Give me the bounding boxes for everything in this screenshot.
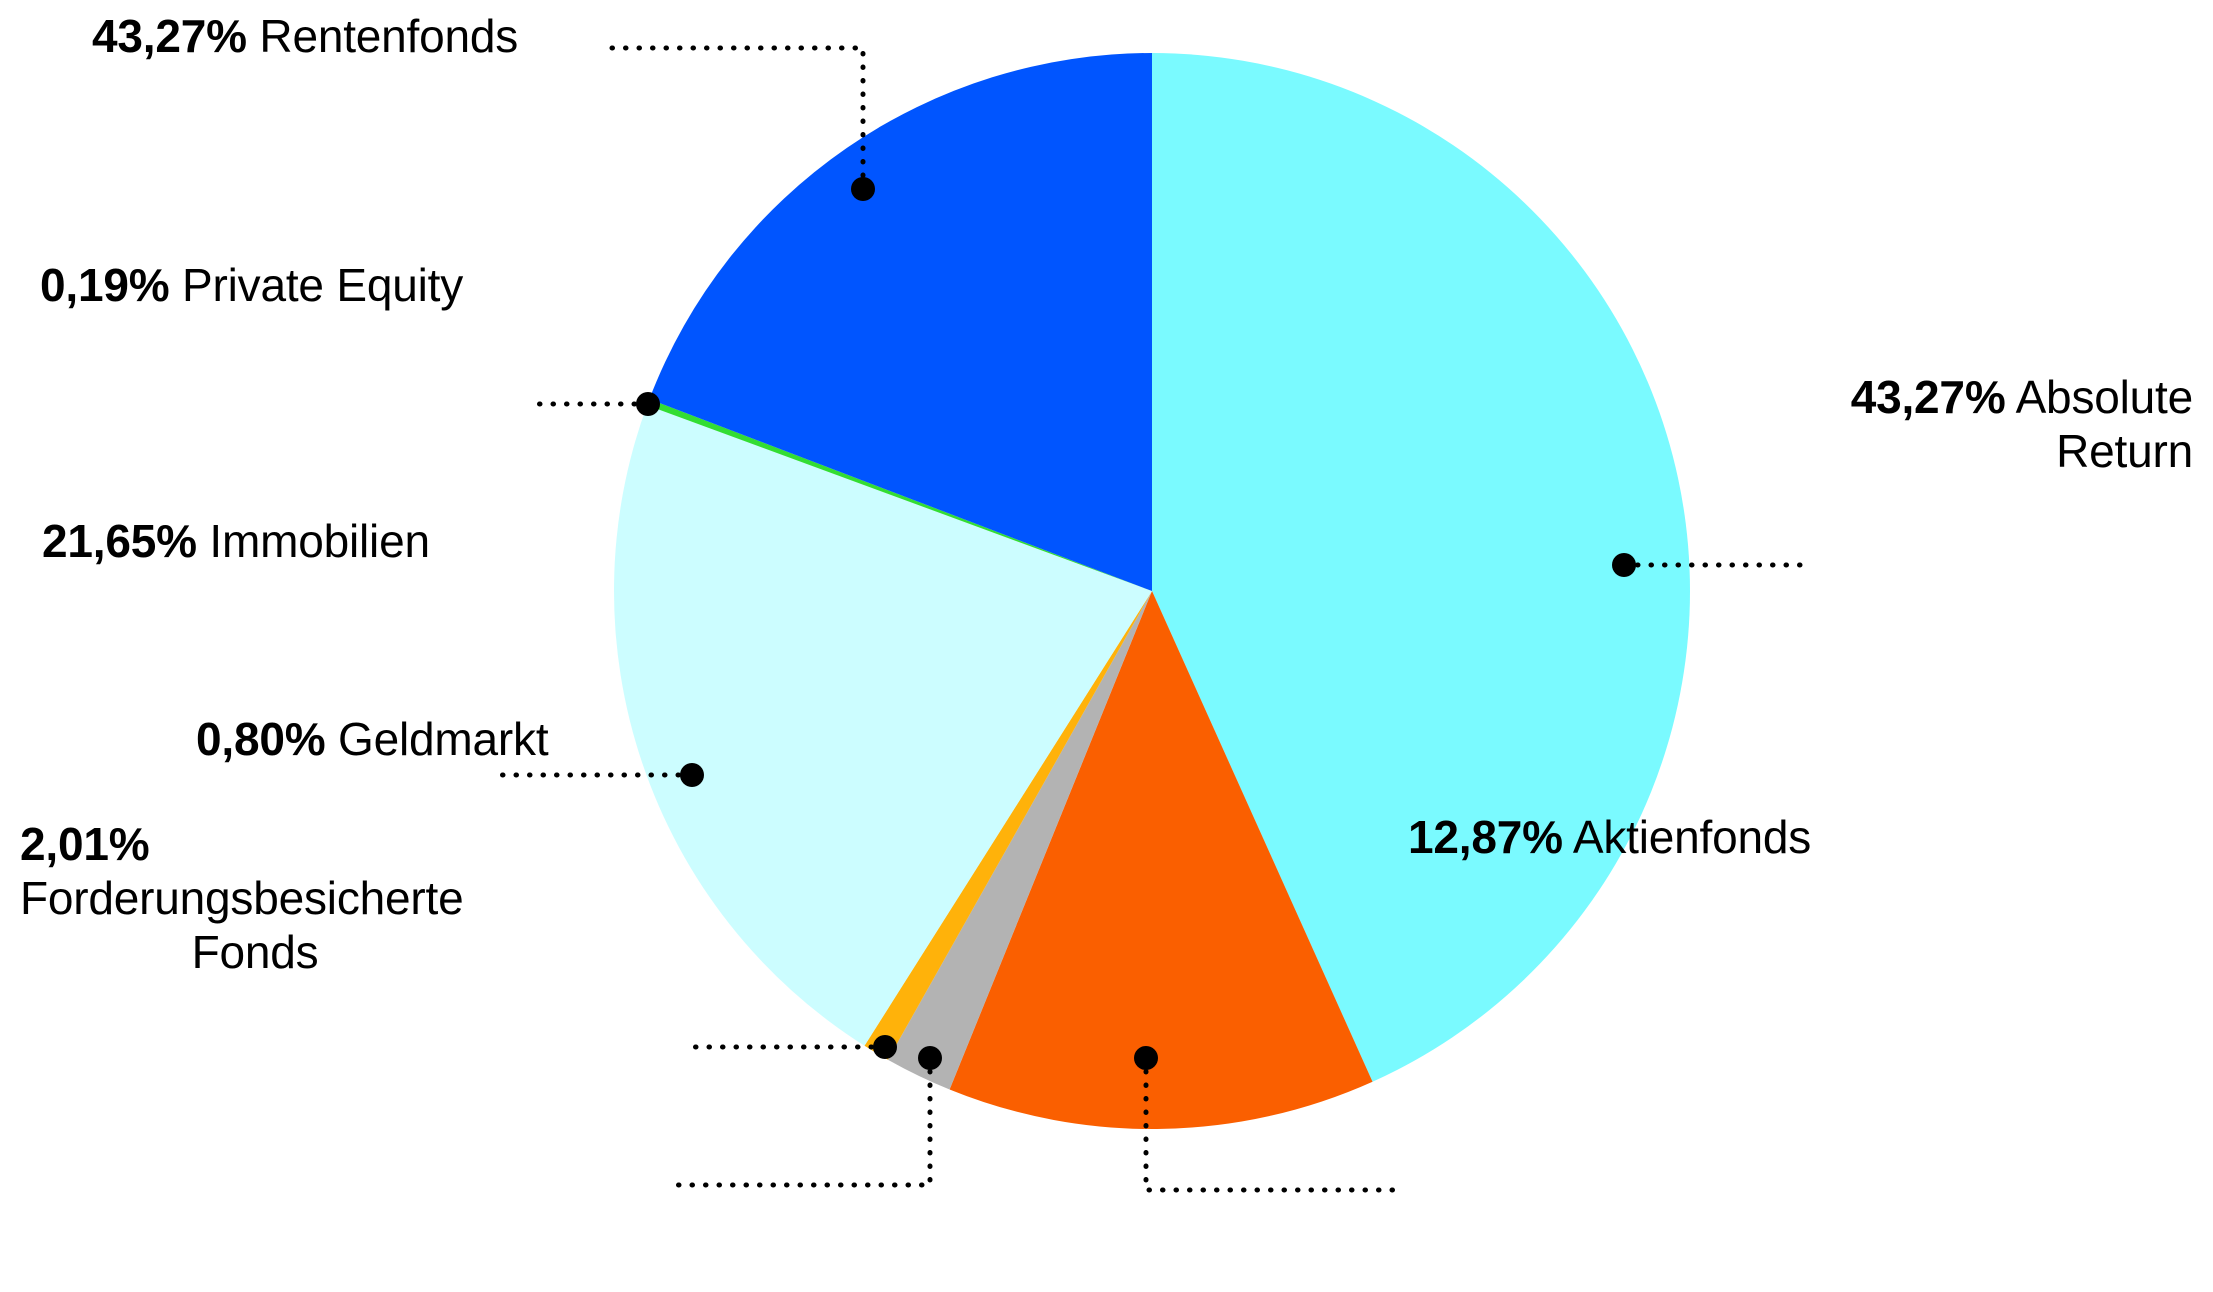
leader-dots-group [636, 177, 1636, 1070]
leader-line-aktienfonds [1143, 1055, 1401, 1193]
slice-label-rentenfonds[interactable]: 43,27% Rentenfonds [92, 10, 518, 64]
slice-label-aktienfonds[interactable]: 12,87% Aktienfonds [1408, 811, 1811, 865]
leader-dot-private-equity [636, 392, 660, 416]
slice-percent-geldmarkt: 0,80% [196, 713, 326, 765]
leader-dot-forderungsbesicherte-fonds [918, 1046, 942, 1070]
leader-lines-group [491, 45, 1803, 1193]
slice-label-immobilien[interactable]: 21,65% Immobilien [42, 515, 430, 569]
slice-name-aktienfonds: Aktienfonds [1572, 811, 1812, 863]
slice-label-absolute-return[interactable]: 43,27% Absolute Return [1793, 371, 2193, 479]
leader-dot-aktienfonds [1134, 1046, 1158, 1070]
leader-dot-absolute-return [1612, 553, 1636, 577]
slice-label-geldmarkt[interactable]: 0,80% Geldmarkt [196, 713, 549, 767]
leader-dot-immobilien [680, 763, 704, 787]
pie-slices-group [614, 53, 1690, 1129]
slice-label-forderungsbesicherte-fonds[interactable]: 2,01% Forderungsbesicherte Fonds [20, 818, 490, 979]
slice-name-private-equity: Private Equity [182, 259, 464, 311]
slice-name-forderungsbesicherte-fonds-line1: Forderungsbesicherte [20, 871, 464, 924]
slice-label-private-equity[interactable]: 0,19% Private Equity [40, 259, 463, 313]
pie-slice-aktienfonds[interactable] [949, 591, 1373, 1129]
slice-percent-rentenfonds: 43,27% [92, 10, 247, 62]
leader-dot-rentenfonds [851, 177, 875, 201]
leader-line-rentenfonds [605, 45, 866, 192]
pie-slice-absolute-return[interactable] [1152, 53, 1690, 1082]
pie-slice-private-equity[interactable] [647, 399, 1152, 591]
pie-slice-forderungsbesicherte-fonds[interactable] [887, 591, 1152, 1090]
slice-name-absolute-return: Absolute Return [2015, 371, 2194, 477]
slice-percent-immobilien: 21,65% [42, 515, 197, 567]
slice-percent-absolute-return: 43,27% [1850, 371, 2006, 423]
slice-name-immobilien: Immobilien [209, 515, 430, 567]
slice-percent-aktienfonds: 12,87% [1408, 811, 1563, 863]
slice-name-forderungsbesicherte-fonds-line2: Fonds [191, 925, 319, 978]
leader-dot-geldmarkt [873, 1035, 897, 1059]
slice-percent-forderungsbesicherte-fonds: 2,01% [20, 818, 150, 870]
pie-slice-rentenfonds[interactable] [649, 53, 1152, 591]
pie-slice-immobilien[interactable] [614, 405, 1152, 1046]
leader-line-forderungsbesicherte-fonds [673, 1055, 933, 1188]
slice-name-rentenfonds: Rentenfonds [259, 10, 519, 62]
slice-percent-private-equity: 0,19% [40, 259, 170, 311]
pie-slice-geldmarkt[interactable] [864, 591, 1152, 1060]
slice-name-geldmarkt: Geldmarkt [338, 713, 549, 765]
